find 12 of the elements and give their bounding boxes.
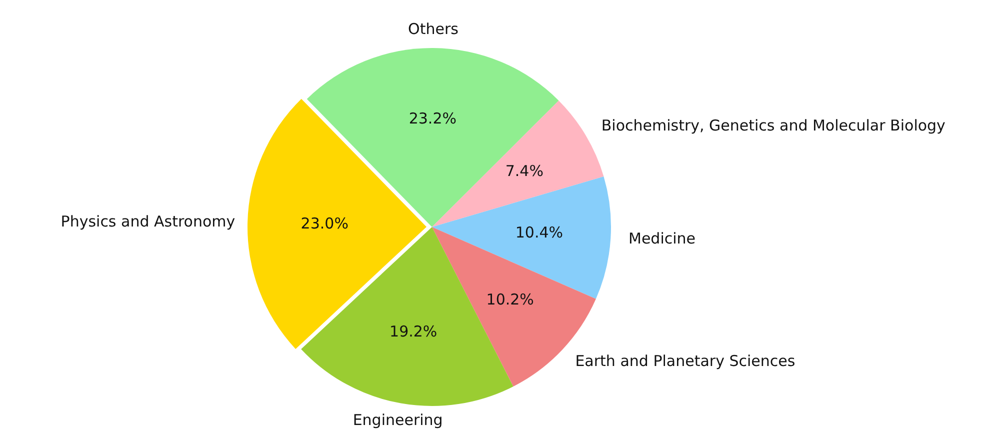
slice-label: Engineering bbox=[352, 410, 443, 429]
slice-label: Earth and Planetary Sciences bbox=[575, 352, 796, 370]
data-label: 19.2% bbox=[390, 322, 438, 341]
data-label: 10.2% bbox=[486, 290, 534, 309]
slice-label: Physics and Astronomy bbox=[60, 212, 236, 230]
slice-label: Medicine bbox=[628, 229, 696, 248]
data-label: 10.4% bbox=[515, 224, 564, 242]
data-label: 23.2% bbox=[408, 109, 457, 128]
data-label: 7.4% bbox=[505, 162, 544, 180]
slice-label: Others bbox=[408, 20, 459, 38]
data-label: 23.0% bbox=[300, 214, 348, 232]
slice-label: Biochemistry, Genetics and Molecular Biology bbox=[601, 116, 946, 134]
